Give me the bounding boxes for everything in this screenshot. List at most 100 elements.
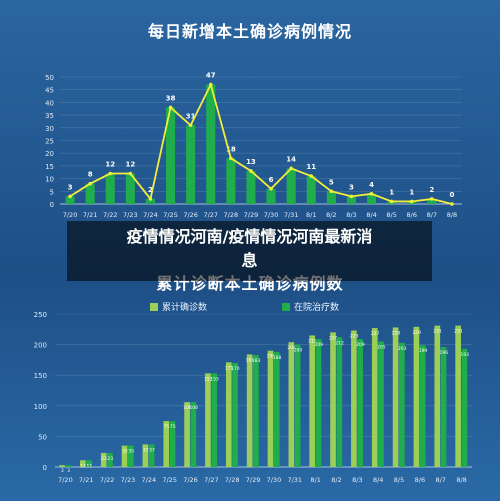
bar-cumulative xyxy=(225,362,232,467)
data-label: 1 xyxy=(389,188,394,196)
data-label: 47 xyxy=(206,72,216,80)
bar-cumulative xyxy=(267,350,274,467)
x-tick-label: 7/28 xyxy=(225,476,240,484)
data-label: 106 xyxy=(183,405,192,411)
data-label: 14 xyxy=(286,155,296,163)
y-tick-label: 5 xyxy=(50,188,54,196)
x-tick-label: 7/24 xyxy=(142,476,157,484)
bar-hospital xyxy=(127,445,134,467)
bar xyxy=(65,196,75,204)
data-label: 183 xyxy=(252,358,261,364)
x-tick-label: 8/8 xyxy=(456,476,466,484)
x-tick-label: 7/20 xyxy=(58,476,73,484)
bar-cumulative xyxy=(351,330,357,467)
bar xyxy=(246,170,256,204)
bar xyxy=(166,107,176,204)
data-label: 11 xyxy=(87,463,93,469)
x-tick-label: 7/23 xyxy=(121,476,136,484)
bar-cumulative xyxy=(163,421,170,467)
x-tick-label: 7/29 xyxy=(246,476,261,484)
bar-cumulative xyxy=(184,402,190,467)
y-tick-label: 100 xyxy=(34,403,47,411)
x-tick-label: 8/7 xyxy=(435,476,445,484)
data-label: 205 xyxy=(377,345,386,351)
x-tick-label: 8/4 xyxy=(373,476,383,484)
data-label: 106 xyxy=(189,405,198,411)
bar-hospital xyxy=(440,347,447,467)
data-label: 5 xyxy=(329,178,334,186)
y-tick-label: 20 xyxy=(45,150,54,158)
bar xyxy=(306,176,316,204)
bar-hospital xyxy=(399,342,405,467)
legend-item-hospital: 在院治疗数 xyxy=(282,300,339,313)
bar-cumulative xyxy=(142,444,149,467)
data-label: 75 xyxy=(164,424,170,430)
data-label: 12 xyxy=(125,161,135,169)
data-label: 23 xyxy=(107,456,113,462)
trend-point xyxy=(188,123,193,128)
y-tick-label: 10 xyxy=(45,176,54,184)
trend-point xyxy=(369,192,374,196)
x-tick-label: 7/26 xyxy=(183,211,198,219)
bar-cumulative xyxy=(100,452,107,467)
x-tick-label: 8/8 xyxy=(447,211,457,219)
data-label: 196 xyxy=(440,350,449,356)
data-label: 209 xyxy=(314,342,323,348)
bar xyxy=(145,198,155,204)
data-label: 188 xyxy=(273,355,282,361)
trend-point xyxy=(309,174,314,178)
bar-hospital xyxy=(86,460,92,467)
data-label: 11 xyxy=(306,163,316,171)
x-tick-label: 7/24 xyxy=(143,211,158,219)
bar xyxy=(346,196,356,204)
y-tick-label: 25 xyxy=(45,138,54,146)
data-label: 153 xyxy=(210,376,219,382)
bar-hospital xyxy=(315,339,322,467)
bar-hospital xyxy=(294,344,301,467)
legend-label-hospital: 在院治疗数 xyxy=(294,303,340,313)
x-tick-label: 7/22 xyxy=(100,476,115,484)
bar-cumulative xyxy=(59,465,65,467)
bar-cumulative xyxy=(288,342,295,467)
data-label: 228 xyxy=(392,330,401,336)
chart-title-daily: 每日新增本土确诊病例情况 xyxy=(147,22,352,41)
x-tick-label: 7/31 xyxy=(284,211,299,219)
trend-point xyxy=(409,199,414,204)
bar-hospital xyxy=(419,345,426,467)
legend-swatch-cumulative xyxy=(150,303,158,311)
x-tick-label: 8/5 xyxy=(386,211,396,219)
trend-point xyxy=(389,199,394,204)
bar-cumulative xyxy=(205,373,211,467)
bar xyxy=(286,168,296,204)
data-label: 190 xyxy=(267,354,276,360)
bar xyxy=(266,188,276,204)
data-label: 170 xyxy=(231,366,240,372)
x-tick-label: 7/20 xyxy=(63,211,78,219)
data-label: 2 xyxy=(429,186,434,194)
y-tick-label: 50 xyxy=(38,433,47,441)
data-label: 2 xyxy=(148,186,153,194)
data-label: 3 xyxy=(61,468,64,474)
data-label: 193 xyxy=(460,352,469,358)
bar-cumulative xyxy=(330,332,336,467)
x-tick-label: 7/26 xyxy=(183,476,198,484)
bar xyxy=(125,173,135,204)
bar-hospital xyxy=(461,348,468,467)
trend-point xyxy=(349,194,354,199)
bar-cumulative xyxy=(392,327,399,467)
y-tick-label: 15 xyxy=(45,163,54,171)
trend-point xyxy=(430,197,434,201)
data-label: 223 xyxy=(350,334,359,340)
bar xyxy=(206,84,216,204)
data-label: 0 xyxy=(450,191,455,199)
y-tick-label: 40 xyxy=(45,99,54,107)
x-tick-label: 8/6 xyxy=(415,476,425,484)
bar-hospital xyxy=(336,337,343,467)
bar-hospital xyxy=(169,421,176,467)
data-label: 3 xyxy=(68,183,73,191)
bar xyxy=(85,183,95,204)
bar-hospital xyxy=(65,465,72,467)
trend-point xyxy=(88,181,92,186)
data-label: 203 xyxy=(398,346,407,352)
